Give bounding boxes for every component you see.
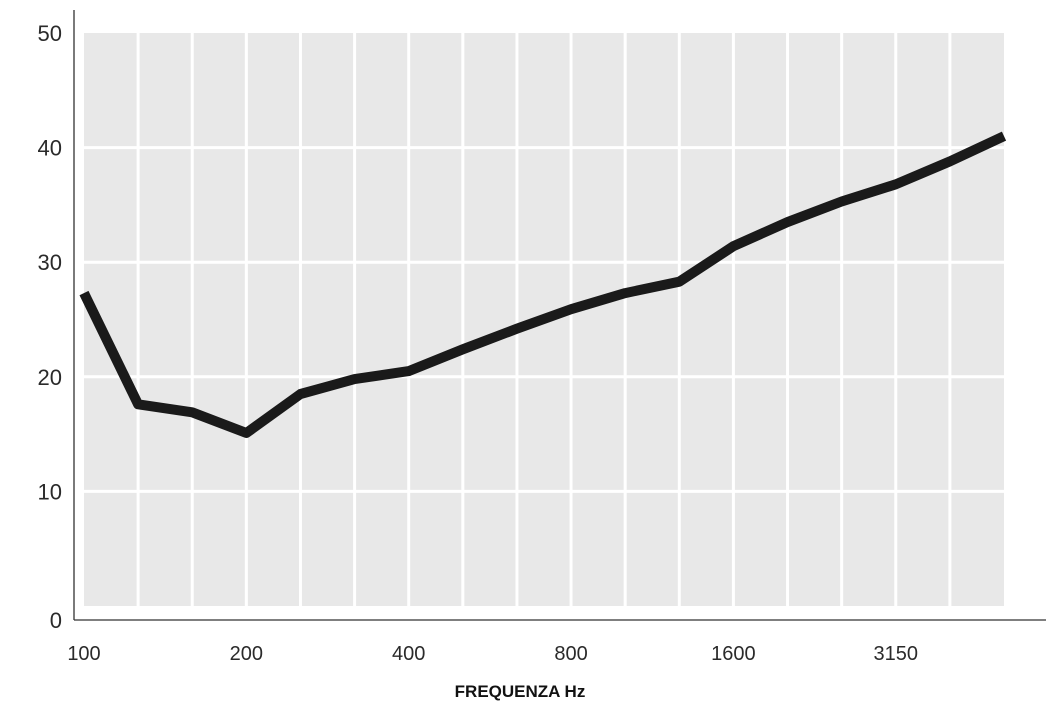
x-tick-labels: 100 200 400 800 1600 3150: [67, 643, 918, 665]
data-series-line: [79, 131, 1007, 438]
x-tick-label: 800: [554, 643, 587, 665]
y-tick-label: 40: [38, 136, 62, 161]
x-tick-label: 1600: [711, 643, 756, 665]
y-tick-label: 20: [38, 365, 62, 390]
y-tick-label: 10: [38, 479, 62, 504]
x-axis-title: FREQUENZA Hz: [455, 682, 586, 701]
y-tick-label: 30: [38, 250, 62, 275]
y-tick-label: 50: [38, 21, 62, 46]
vertical-gridlines: [136, 33, 952, 606]
y-tick-labels: 0 10 20 30 40 50: [38, 21, 62, 633]
x-tick-label: 400: [392, 643, 425, 665]
y-tick-label: 0: [50, 608, 62, 633]
x-tick-label: 100: [67, 643, 100, 665]
horizontal-gridlines: [84, 146, 1004, 493]
x-tick-label: 200: [230, 643, 263, 665]
x-tick-label: 3150: [874, 643, 919, 665]
